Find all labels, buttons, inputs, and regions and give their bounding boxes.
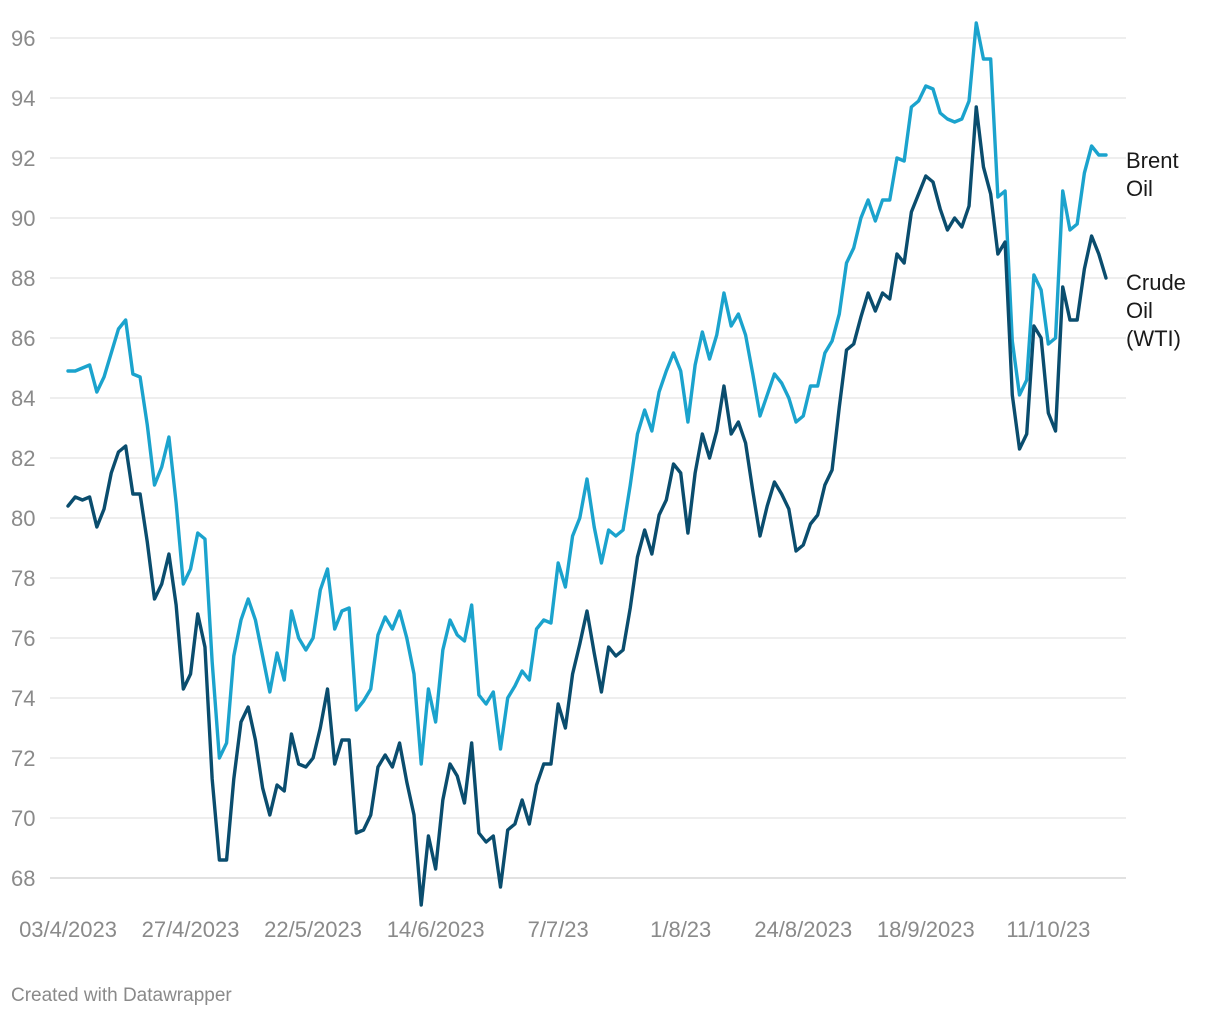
x-tick-0: 03/4/2023: [19, 917, 117, 942]
series-line-brent: [66, 21, 1108, 766]
footer-credit: Created with Datawrapper: [11, 985, 232, 1006]
y-tick-96: 96: [11, 26, 35, 51]
line-chart: 68 70 72 74 76 78 80 82 84 86 88 90 92 94 96 03/4/2023…: [11, 21, 1186, 942]
series-line-wti: [66, 105, 1108, 907]
y-tick-78: 78: [11, 566, 35, 591]
y-tick-86: 86: [11, 326, 35, 351]
series-label-wti-1: Oil: [1126, 298, 1153, 323]
y-axis-tick-labels: 68 70 72 74 76 78 80 82 84 86 88 90 92 94 96: [11, 26, 35, 891]
x-tick-119: 18/9/2023: [877, 917, 975, 942]
y-tick-92: 92: [11, 146, 35, 171]
y-tick-74: 74: [11, 686, 35, 711]
series-lines: [66, 21, 1108, 907]
series-label-wti-0: Crude: [1126, 270, 1186, 295]
x-tick-68: 7/7/23: [528, 917, 589, 942]
gridlines: [50, 37, 1126, 879]
x-tick-17: 27/4/2023: [142, 917, 240, 942]
y-tick-84: 84: [11, 386, 35, 411]
series-label-brent-1: Oil: [1126, 176, 1153, 201]
y-tick-70: 70: [11, 806, 35, 831]
y-tick-68: 68: [11, 866, 35, 891]
x-axis-tick-labels: 03/4/2023 27/4/2023 22/5/2023 14/6/2023 7/7/…: [19, 917, 1090, 942]
y-tick-94: 94: [11, 86, 35, 111]
x-tick-85: 1/8/23: [650, 917, 711, 942]
series-labels: Brent Oil Crude Oil (WTI): [1126, 148, 1186, 351]
y-tick-80: 80: [11, 506, 35, 531]
x-tick-102: 24/8/2023: [754, 917, 852, 942]
y-tick-90: 90: [11, 206, 35, 231]
series-label-wti-2: (WTI): [1126, 326, 1181, 351]
x-tick-51: 14/6/2023: [387, 917, 485, 942]
series-label-brent-0: Brent: [1126, 148, 1179, 173]
y-tick-82: 82: [11, 446, 35, 471]
x-tick-136: 11/10/23: [1006, 917, 1090, 942]
y-tick-88: 88: [11, 266, 35, 291]
x-tick-34: 22/5/2023: [264, 917, 362, 942]
y-tick-72: 72: [11, 746, 35, 771]
y-tick-76: 76: [11, 626, 35, 651]
